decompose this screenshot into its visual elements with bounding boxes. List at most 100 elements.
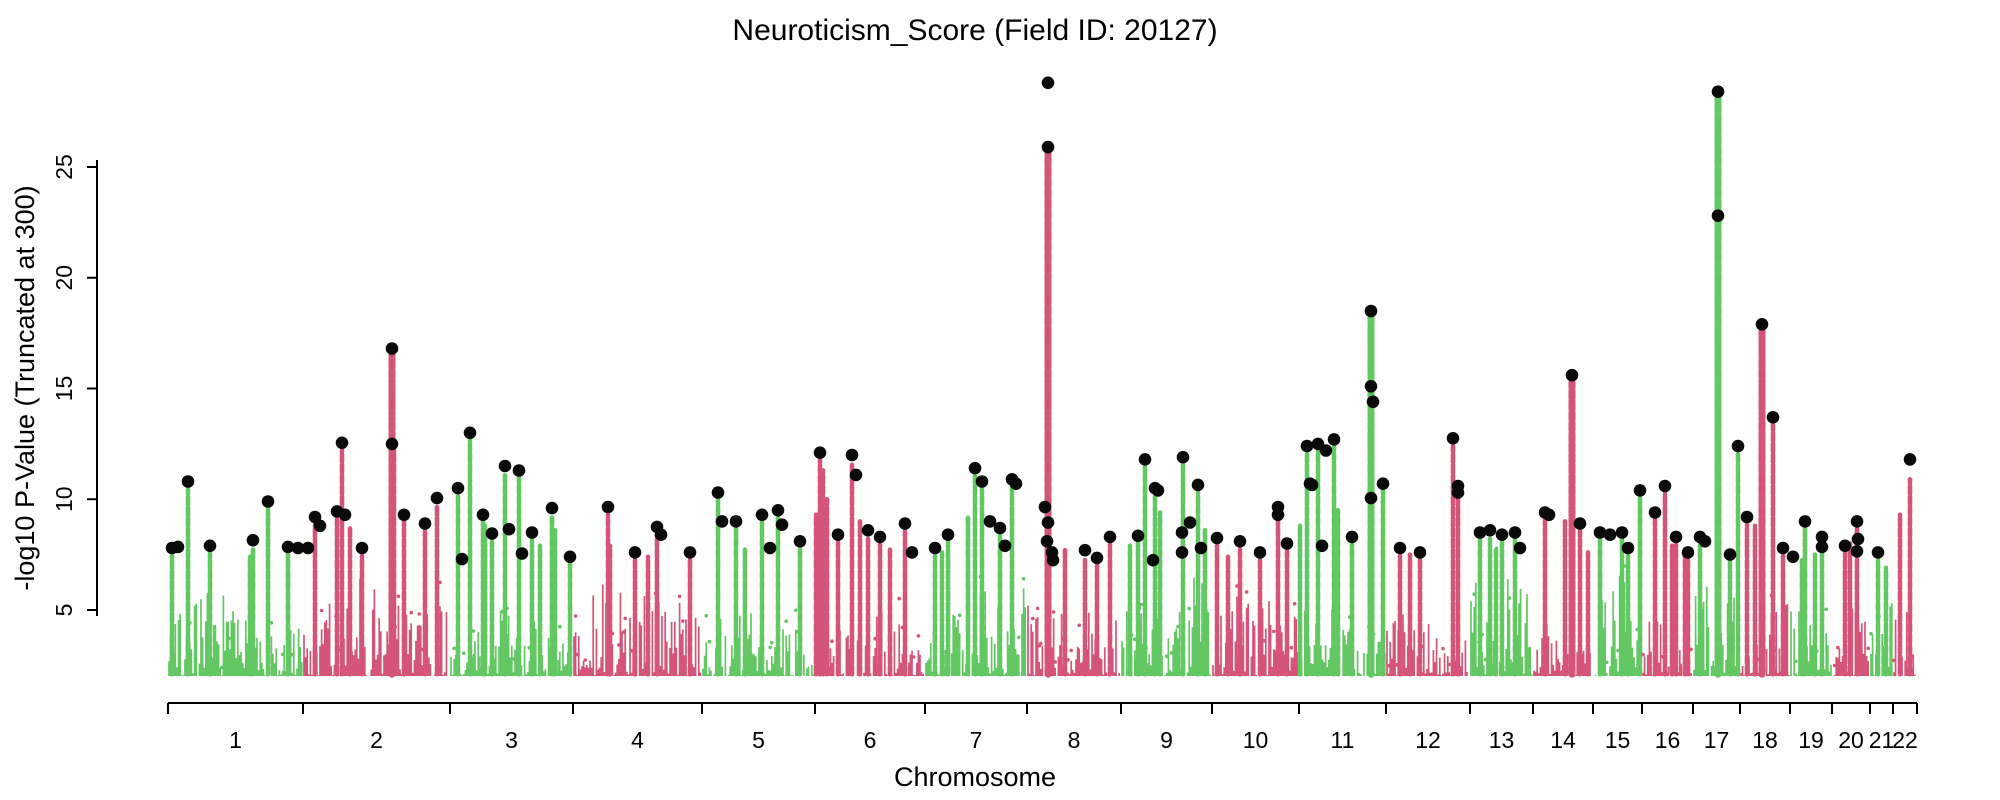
lead-snp-dot: [1786, 550, 1800, 564]
lead-snp-dot: [1393, 541, 1407, 555]
chromosome-tick-label: 7: [970, 727, 983, 753]
lead-snp-dot: [1078, 543, 1092, 557]
lead-snp-dot: [281, 540, 295, 554]
lead-snp-dot: [683, 546, 697, 559]
lead-snp-dot: [968, 461, 982, 475]
lead-snp-dot: [463, 426, 477, 440]
lead-snp-dot: [1300, 439, 1314, 453]
lead-snp-dot: [1573, 517, 1587, 530]
chromosome-tick-label: 2: [370, 727, 383, 753]
lead-snp-dot: [1046, 553, 1060, 567]
lead-snp-dot: [1903, 453, 1917, 466]
chromosome-tick-label: 3: [505, 727, 518, 753]
lead-snp-dot: [993, 521, 1007, 535]
lead-snp-dot: [418, 517, 432, 530]
lead-snp-dot: [1711, 85, 1725, 98]
lead-snp-dot: [563, 550, 577, 564]
plot-title: Neuroticism_Score (Field ID: 20127): [732, 14, 1217, 47]
lead-snp-dot: [1364, 304, 1378, 318]
lead-snp-dot: [1345, 530, 1359, 544]
chromosome-tick-label: 1: [229, 727, 242, 753]
lead-snp-dot: [1593, 526, 1607, 539]
lead-snp-dot: [1871, 546, 1885, 559]
lead-snp-dot: [928, 541, 942, 555]
lead-snp-dot: [476, 508, 490, 522]
lead-snp-dot: [1495, 528, 1509, 541]
y-tick-label: 10: [51, 486, 77, 512]
chromosome-tick-label: 12: [1415, 727, 1441, 753]
lead-snp-dot: [338, 508, 352, 522]
lead-snp-dot: [755, 508, 769, 522]
lead-snp-dot: [1850, 545, 1864, 558]
lead-snp-dot: [1451, 486, 1465, 499]
lead-snp-dot: [998, 539, 1012, 553]
lead-snp-dot: [1513, 541, 1527, 555]
lead-snp-dot: [873, 530, 887, 544]
chromosome-tick-label: 13: [1489, 727, 1515, 753]
lead-snp-dot: [246, 533, 260, 547]
lead-snp-dot: [711, 486, 725, 499]
lead-snp-dot: [1090, 551, 1104, 565]
lead-snp-dot: [525, 526, 539, 539]
lead-snp-dot: [1603, 528, 1617, 541]
lead-snp-dot: [771, 504, 785, 517]
lead-snp-dot: [1253, 546, 1267, 559]
lead-snp-dot: [831, 528, 845, 541]
lead-snp-dot: [1175, 546, 1189, 559]
lead-snp-dot: [983, 515, 997, 528]
chromosome-tick-label: 14: [1550, 727, 1576, 753]
lead-snp-dot: [1565, 368, 1579, 382]
lead-snp-dot: [793, 535, 807, 548]
lead-snp-dot: [1658, 479, 1672, 493]
chromosome-21-points: [1870, 603, 1893, 676]
lead-snp-dot: [1815, 530, 1829, 544]
lead-snp-dot: [1041, 76, 1055, 90]
lead-snp-dot: [203, 539, 217, 553]
lead-snp-dot: [1176, 450, 1190, 464]
lead-snp-dot: [1327, 433, 1341, 446]
lead-snp-dot: [502, 522, 516, 536]
chromosome-tick-label: 11: [1331, 727, 1355, 753]
lead-snp-dot: [1138, 453, 1152, 466]
lead-snp-dot: [313, 519, 327, 533]
lead-snp-dot: [601, 500, 615, 514]
lead-snp-dot: [1681, 546, 1695, 559]
lead-snp-dot: [905, 546, 919, 559]
lead-snp-dot: [1364, 491, 1378, 505]
lead-snp-dot: [512, 464, 526, 477]
lead-snp-dot: [1815, 540, 1829, 554]
lead-snp-dot: [515, 547, 529, 560]
lead-snp-dot: [849, 468, 863, 482]
lead-snp-dot: [1413, 546, 1427, 559]
lead-snp-dot: [813, 446, 827, 460]
lead-snp-dot: [1669, 530, 1683, 544]
lead-snp-dot: [1210, 531, 1224, 545]
lead-snp-dot: [1175, 526, 1189, 539]
lead-snp-dot: [1194, 541, 1208, 555]
lead-snp-dot: [845, 448, 859, 462]
lead-snp-dot: [1850, 515, 1864, 528]
lead-snp-dot: [1305, 478, 1319, 492]
lead-snp-dot: [1838, 539, 1852, 553]
lead-snp-dot: [335, 436, 349, 450]
lead-snp-dot: [385, 342, 399, 355]
chromosome-tick-label: 19: [1798, 727, 1824, 753]
lead-snp-dot: [1542, 508, 1556, 522]
lead-snp-dot: [654, 528, 668, 541]
lead-snp-dot: [861, 524, 875, 537]
lead-snp-dot: [430, 491, 444, 505]
lead-snp-dot: [1366, 395, 1380, 409]
lead-snp-dot: [1315, 539, 1329, 553]
lead-snp-dot: [729, 515, 743, 528]
lead-snp-dot: [898, 517, 912, 530]
x-axis-label: Chromosome: [894, 762, 1056, 792]
lead-snp-dot: [1473, 526, 1487, 539]
y-tick-label: 25: [51, 154, 77, 180]
lead-snp-dot: [1723, 548, 1737, 561]
lead-snp-dot: [485, 527, 499, 540]
lead-snp-dot: [1648, 506, 1662, 519]
chromosome-15-points: [1594, 575, 1642, 676]
lead-snp-dot: [1755, 318, 1769, 331]
